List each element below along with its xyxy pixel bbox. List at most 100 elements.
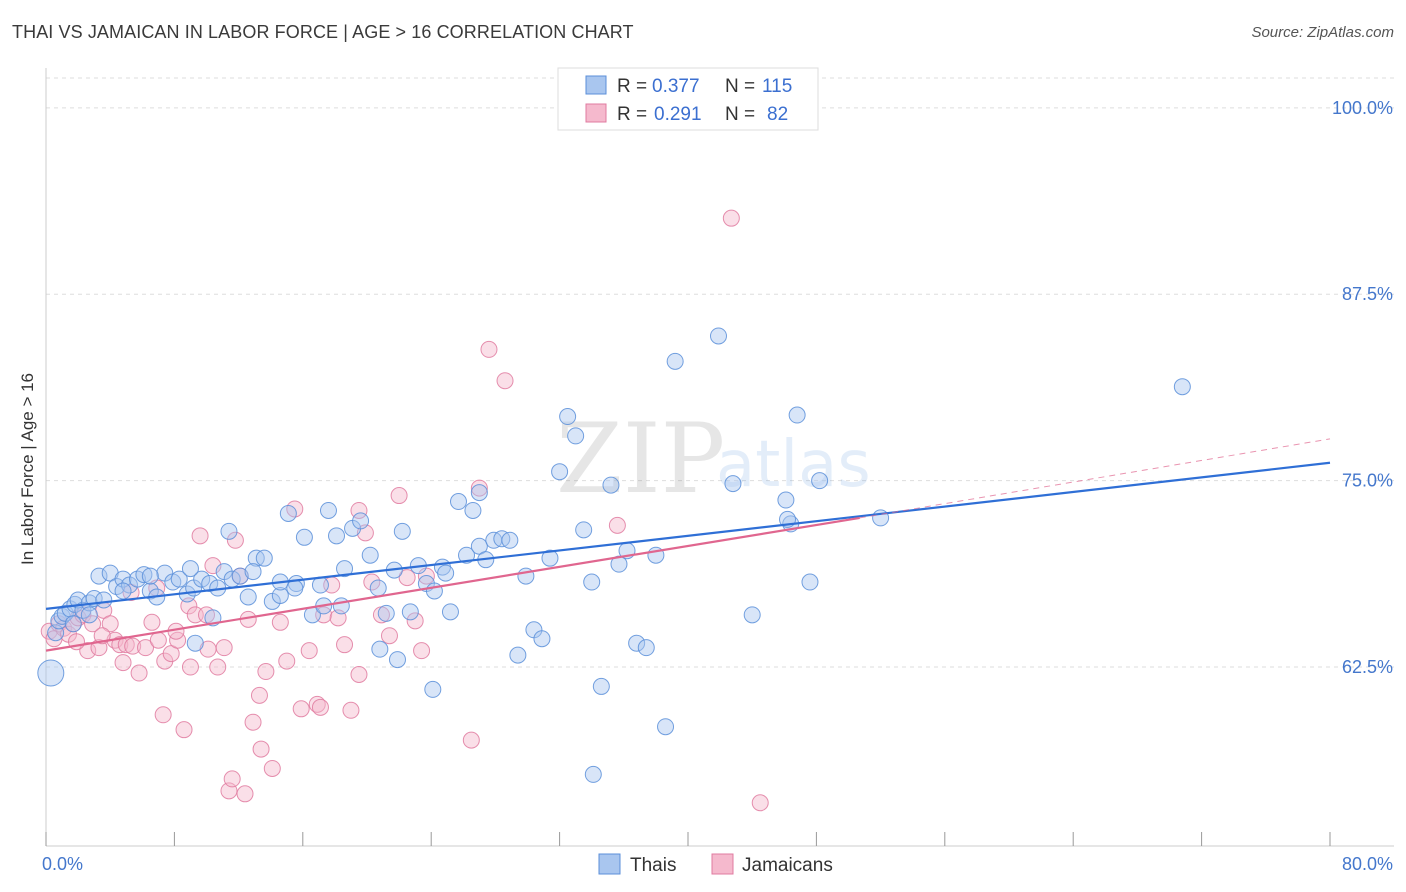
jamaicans-point	[462, 731, 480, 749]
y-tick-label: 100.0%	[1332, 98, 1393, 118]
bottom-legend-label-jamaicans: Jamaicans	[742, 855, 833, 876]
jamaicans-point	[111, 636, 129, 654]
jamaicans-point	[363, 573, 381, 591]
thais-point	[201, 575, 219, 593]
thais-point	[709, 327, 727, 345]
jamaicans-point	[413, 642, 431, 660]
thais-point	[371, 640, 389, 658]
thais-point	[458, 546, 476, 564]
thais-point	[186, 634, 204, 652]
jamaicans-point	[722, 209, 740, 227]
jamaicans-point	[204, 557, 222, 575]
watermark: ZIP atlas	[556, 403, 871, 515]
legend-n-label-thais: N =	[725, 76, 755, 97]
thais-points	[37, 327, 1191, 783]
thais-point	[628, 634, 646, 652]
thais-point	[90, 567, 108, 585]
thais-point	[271, 586, 289, 604]
jamaicans-trend-extension	[859, 438, 1331, 519]
thais-point	[724, 475, 742, 493]
jamaicans-point	[300, 642, 318, 660]
jamaicans-point	[342, 701, 360, 719]
jamaicans-point	[169, 631, 187, 649]
thais-point	[255, 549, 273, 567]
top-legend: R = 0.377 N = 115 R = 0.291 N = 82	[557, 67, 819, 131]
jamaicans-point	[79, 642, 97, 660]
thais-point	[501, 531, 519, 549]
jamaicans-point	[257, 663, 275, 681]
thais-point	[170, 570, 188, 588]
jamaicans-point	[252, 740, 270, 758]
thais-point	[801, 573, 819, 591]
thais-point	[114, 582, 132, 600]
legend-swatch-thais	[585, 75, 607, 95]
jamaicans-point	[380, 627, 398, 645]
thais-point	[743, 606, 761, 624]
bottom-legend-label-thais: Thais	[630, 855, 676, 876]
jamaicans-point	[101, 615, 119, 633]
axes	[45, 68, 1394, 847]
thais-point	[777, 491, 795, 509]
jamaicans-point	[292, 700, 310, 718]
jamaicans-point	[181, 658, 199, 676]
thais-point	[393, 522, 411, 540]
jamaicans-point	[223, 770, 241, 788]
jamaicans-point	[496, 372, 514, 390]
jamaicans-trend-line	[45, 516, 860, 652]
jamaicans-point	[271, 613, 289, 631]
jamaicans-point	[390, 487, 408, 505]
jamaicans-point	[215, 639, 233, 657]
thais-point	[369, 579, 387, 597]
thais-point	[244, 563, 262, 581]
trend-lines	[45, 438, 1331, 652]
thais-point	[181, 560, 199, 578]
jamaicans-point	[263, 759, 281, 777]
thais-point	[114, 570, 132, 588]
thais-point	[141, 567, 159, 585]
thais-point	[602, 476, 620, 494]
thais-point	[279, 504, 297, 522]
x-tick-label: 0.0%	[42, 854, 83, 874]
thais-point	[551, 463, 569, 481]
thais-point	[319, 501, 337, 519]
thais-point	[583, 573, 601, 591]
jamaicans-point	[406, 612, 424, 630]
legend-n-label-jamaicans: N =	[725, 104, 755, 125]
thais-point	[95, 591, 113, 609]
thais-point	[37, 659, 65, 687]
thais-point	[788, 406, 806, 424]
legend-r-value-thais: 0.377	[652, 76, 700, 97]
legend-r-value-jamaicans: 0.291	[654, 104, 702, 125]
jamaicans-point	[336, 636, 354, 654]
thais-point	[666, 352, 684, 370]
jamaicans-point	[350, 501, 368, 519]
thais-point	[377, 604, 395, 622]
legend-swatch-jamaicans	[585, 103, 607, 123]
jamaicans-point	[244, 713, 262, 731]
jamaicans-point	[114, 654, 132, 672]
thais-point	[135, 566, 153, 584]
jamaicans-point	[608, 516, 626, 534]
thais-point	[231, 567, 249, 585]
thais-point	[657, 718, 675, 736]
thais-point	[328, 527, 346, 545]
thais-point	[336, 560, 354, 578]
thais-point	[352, 512, 370, 530]
thais-point	[637, 639, 655, 657]
legend-n-value-thais: 115	[762, 76, 792, 97]
jamaicans-point	[250, 686, 268, 704]
jamaicans-point	[137, 639, 155, 657]
thais-point	[332, 597, 350, 615]
thais-point	[424, 680, 442, 698]
thais-point	[220, 522, 238, 540]
thais-point	[811, 472, 829, 490]
source-label: Source: ZipAtlas.com	[1251, 24, 1394, 41]
jamaicans-point	[398, 569, 416, 587]
jamaicans-point	[480, 340, 498, 358]
jamaicans-point	[751, 794, 769, 812]
thais-point	[80, 606, 98, 624]
thais-point	[388, 651, 406, 669]
thais-point	[401, 603, 419, 621]
jamaicans-point	[175, 721, 193, 739]
